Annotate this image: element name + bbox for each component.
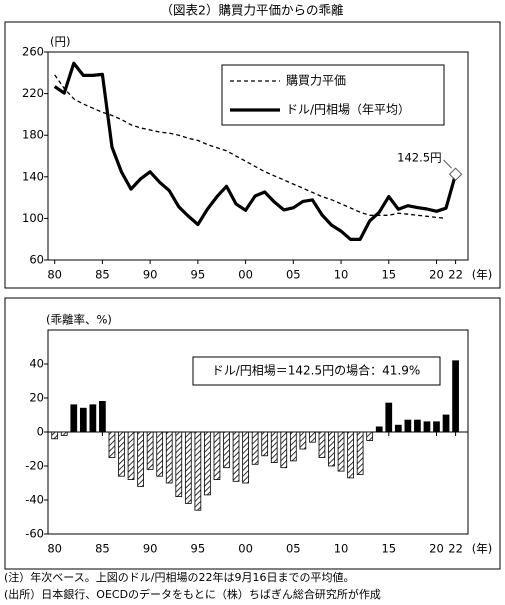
y-tick-label: 0 — [37, 425, 44, 439]
bar — [328, 431, 335, 467]
bar — [99, 400, 106, 433]
y-tick-label: 140 — [22, 169, 44, 183]
bar — [289, 431, 297, 462]
x-tick-label: 00 — [238, 268, 253, 282]
x-tick-label: 15 — [381, 268, 396, 282]
annotation-leader — [443, 159, 452, 169]
bar — [433, 421, 440, 433]
bar — [60, 431, 68, 436]
bar — [423, 421, 431, 433]
x-tick-label: 85 — [95, 268, 110, 282]
x-tick-label: 80 — [47, 268, 62, 282]
x-tick-label: 05 — [286, 268, 301, 282]
annotation: ドル/円相場＝142.5円の場合：41.9% — [212, 363, 421, 378]
legend-label: 購買力平価 — [286, 74, 346, 88]
note: (注）年次ベース。上図のドル/円相場の22年は9月16日までの平均値。 — [4, 570, 354, 584]
legend-box — [221, 64, 445, 126]
x-axis-label: (年) — [472, 268, 492, 282]
y-tick-label: 40 — [29, 357, 44, 371]
bar — [280, 431, 288, 469]
y-tick-label: 260 — [22, 45, 44, 59]
x-tick-label: 95 — [191, 542, 206, 556]
x-tick-label: 00 — [238, 542, 253, 556]
x-tick-label: 22 — [448, 542, 463, 556]
bar — [299, 431, 307, 450]
bar — [356, 431, 364, 475]
bar — [137, 431, 144, 487]
x-tick-label: 90 — [143, 542, 158, 556]
y-tick-label: 20 — [29, 391, 44, 405]
x-tick-label: 20 — [429, 268, 444, 282]
y-tick-label: -20 — [25, 459, 44, 473]
bar — [414, 419, 421, 433]
x-tick-label: 15 — [381, 542, 396, 556]
annotation-box — [192, 356, 441, 386]
x-tick-label: 95 — [191, 268, 206, 282]
x-tick-label: 10 — [334, 542, 349, 556]
bar — [242, 431, 249, 484]
bar — [194, 431, 202, 511]
bar — [118, 431, 125, 477]
annotation-marker — [448, 167, 463, 181]
y-tick-label: 100 — [22, 211, 44, 225]
x-tick-label: 85 — [95, 542, 110, 556]
bar — [375, 426, 383, 433]
bar — [146, 431, 154, 470]
bar — [89, 404, 97, 433]
bar — [452, 360, 459, 433]
bar — [79, 407, 87, 433]
y-axis-label: (乖離率、%) — [46, 313, 112, 327]
bar — [165, 431, 173, 484]
bar — [184, 431, 192, 504]
x-tick-label: 05 — [286, 542, 301, 556]
y-tick-label: 60 — [29, 253, 44, 267]
panel-frame — [4, 21, 501, 289]
bar — [70, 404, 78, 433]
x-tick-label: 20 — [429, 542, 444, 556]
bar — [366, 431, 374, 441]
x-tick-label: 22 — [448, 268, 463, 282]
y-tick-label: 220 — [22, 86, 44, 100]
bar — [385, 402, 393, 433]
bar — [232, 431, 240, 482]
bar — [213, 431, 221, 480]
y-axis-label: (円) — [50, 35, 70, 49]
bar — [223, 431, 230, 469]
legend-label: ドル/円相場（年平均） — [286, 103, 410, 117]
bar — [309, 431, 316, 443]
bar — [261, 431, 269, 457]
x-tick-label: 90 — [143, 268, 158, 282]
annotation: 142.5円 — [397, 151, 441, 165]
bar — [251, 431, 259, 465]
bar — [347, 431, 354, 479]
bar — [51, 431, 59, 440]
bar — [442, 414, 450, 433]
bar — [318, 431, 326, 458]
bar — [270, 431, 278, 464]
line-series — [53, 61, 458, 241]
y-tick-label: 180 — [22, 128, 44, 142]
note: (出所）日本銀行、OECDのデータをもとに（株）ちばぎん総合研究所が作成 — [4, 587, 381, 601]
y-tick-label: -40 — [25, 493, 44, 507]
bar — [404, 419, 412, 433]
figure-title: （図表2）購買力平価からの乖離 — [161, 3, 344, 18]
bar — [394, 424, 402, 433]
panel-frame — [4, 297, 501, 570]
x-axis-label: (年) — [472, 542, 492, 556]
bar — [108, 431, 116, 458]
bar — [204, 431, 211, 496]
line-series — [54, 74, 447, 220]
y-tick-label: -60 — [25, 527, 44, 541]
x-tick-label: 80 — [47, 542, 62, 556]
bar — [337, 431, 345, 472]
plot-area — [47, 51, 469, 261]
bar — [156, 431, 164, 477]
bar — [127, 431, 135, 480]
x-tick-label: 10 — [334, 268, 349, 282]
bar — [175, 431, 183, 497]
